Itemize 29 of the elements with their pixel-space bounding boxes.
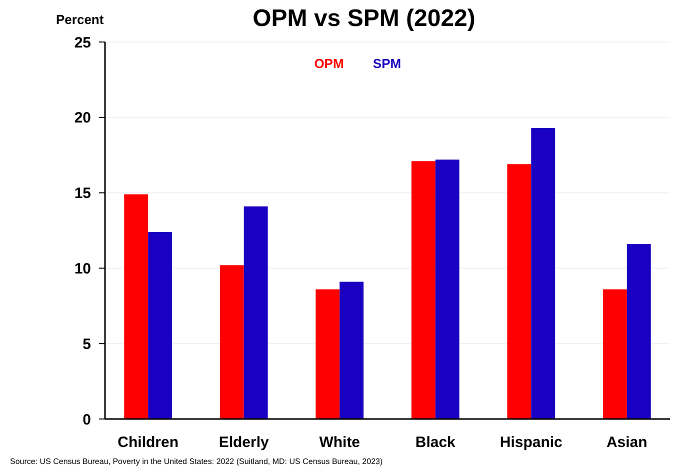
bar [507, 164, 532, 419]
x-tick-label: Children [118, 434, 179, 451]
text: OPM [314, 56, 344, 71]
bar [626, 244, 651, 419]
text: SPM [372, 56, 402, 71]
bar [148, 232, 172, 419]
x-tick-label: Hispanic [500, 434, 562, 451]
bar [124, 194, 148, 419]
bar [220, 265, 244, 419]
x-tick-label: Asian [606, 434, 648, 451]
y-tick-label: 0 [82, 411, 91, 428]
x-tick-label: White [319, 434, 360, 451]
y-tick-label: 20 [74, 110, 91, 127]
bar [411, 161, 436, 419]
x-tick-label: Elderly [218, 434, 270, 451]
bar [316, 289, 340, 419]
source-note: Source: US Census Bureau, Poverty in the United States: 2022 (Suitland, MD: US Census Bureau, 2023) [10, 457, 383, 466]
bar [340, 282, 364, 419]
y-tick-label: 15 [74, 185, 91, 202]
y-tick-label: 25 [74, 34, 91, 52]
bar [531, 128, 556, 419]
x-tick-label: Black [415, 434, 456, 451]
y-tick-label: 10 [74, 260, 91, 278]
bar [244, 206, 268, 419]
bar [602, 289, 627, 419]
y-tick-label: 5 [82, 336, 91, 353]
bar [435, 160, 460, 419]
chart-title: OPM vs SPM (2022) [252, 5, 476, 32]
y-axis-title: Percent [56, 12, 104, 27]
